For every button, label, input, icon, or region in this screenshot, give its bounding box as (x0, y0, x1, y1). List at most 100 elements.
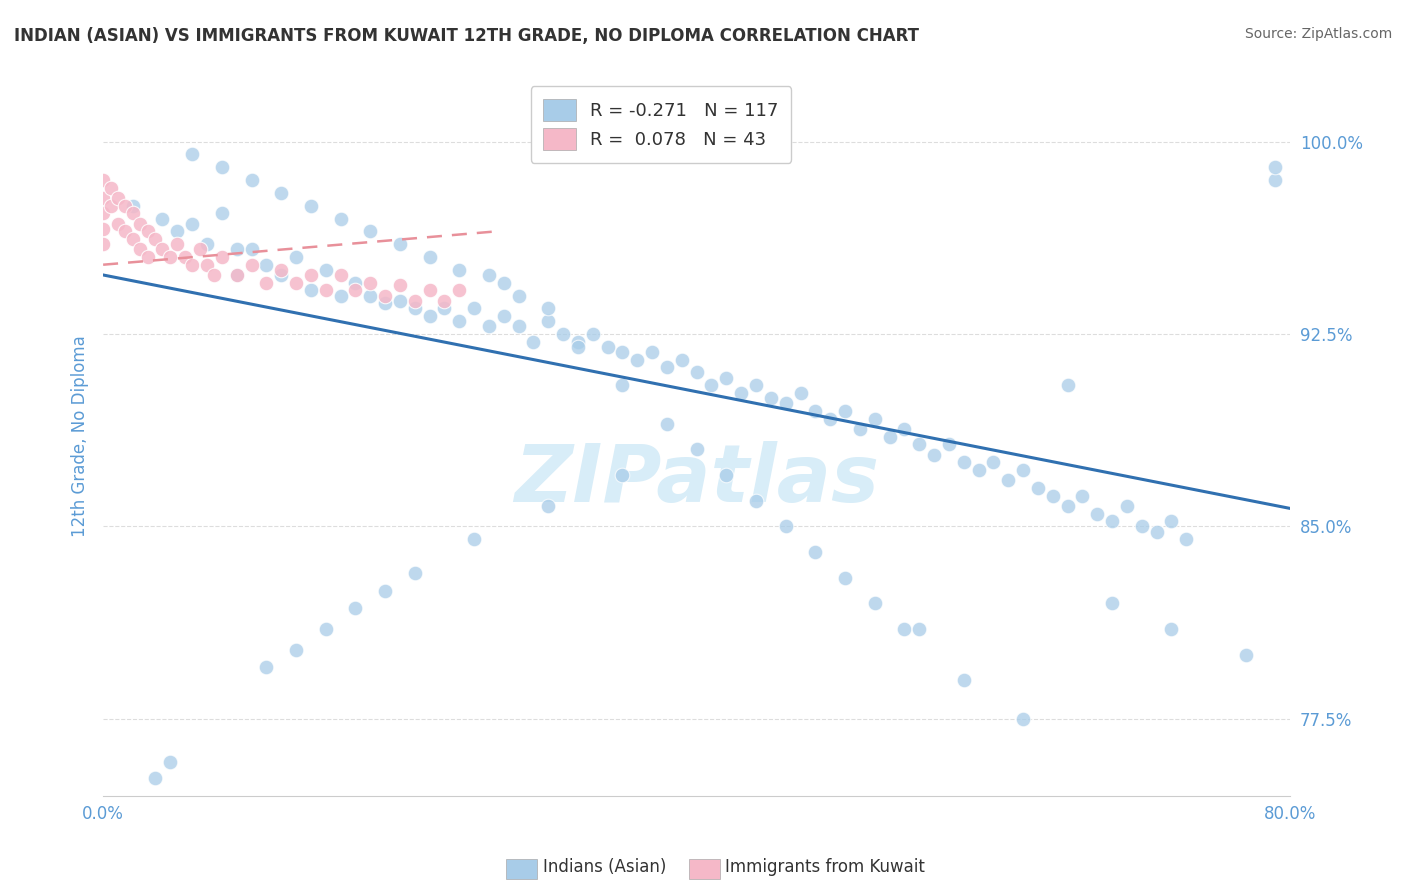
Point (1026, 481, 1049, 495)
Point (240, 258, 263, 272)
Point (1264, 160, 1286, 174)
Point (240, 173, 263, 187)
Point (388, 237, 411, 252)
Point (612, 345, 634, 359)
Point (863, 596, 886, 610)
Point (1234, 648, 1257, 662)
Point (315, 284, 337, 298)
Point (254, 258, 277, 272)
Point (419, 284, 441, 298)
Point (952, 455, 974, 469)
Point (478, 268, 501, 282)
Point (612, 468, 634, 483)
Point (537, 499, 560, 513)
Point (195, 258, 218, 272)
Point (522, 334, 544, 349)
Point (159, 756, 181, 770)
Point (136, 250, 159, 264)
Text: Source: ZipAtlas.com: Source: ZipAtlas.com (1244, 27, 1392, 41)
Point (1012, 712, 1035, 726)
Point (1071, 489, 1094, 503)
Point (329, 211, 352, 226)
Point (315, 622, 337, 636)
Point (1056, 499, 1078, 513)
Point (129, 217, 152, 231)
Point (114, 224, 136, 238)
Point (685, 366, 707, 380)
Point (121, 232, 143, 246)
Point (1056, 378, 1078, 392)
Point (716, 468, 738, 483)
Point (100, 180, 122, 194)
Point (225, 268, 247, 282)
Point (136, 224, 159, 238)
Point (463, 301, 485, 316)
Point (908, 622, 931, 636)
Point (285, 276, 308, 290)
Text: Indians (Asian): Indians (Asian) (543, 858, 666, 876)
Point (100, 199, 122, 213)
Point (567, 340, 589, 354)
Y-axis label: 12th Grade, No Diploma: 12th Grade, No Diploma (72, 335, 89, 538)
Point (152, 211, 174, 226)
Point (107, 191, 129, 205)
Point (159, 250, 181, 264)
Point (492, 309, 515, 323)
Point (211, 206, 233, 220)
Point (1101, 514, 1123, 528)
Point (359, 224, 381, 238)
Point (91, 206, 114, 220)
Point (1264, 173, 1286, 187)
Point (759, 391, 782, 405)
Point (433, 293, 456, 308)
Point (254, 660, 277, 674)
Point (1160, 622, 1182, 636)
Point (195, 237, 218, 252)
Point (433, 301, 456, 316)
Point (1116, 499, 1139, 513)
Point (1101, 596, 1123, 610)
Point (188, 243, 211, 257)
Point (492, 276, 515, 290)
Point (173, 250, 195, 264)
Point (582, 326, 605, 341)
Point (152, 243, 174, 257)
Point (700, 378, 723, 392)
Point (449, 314, 471, 328)
Point (404, 293, 426, 308)
Point (952, 673, 974, 688)
Point (211, 160, 233, 174)
Point (612, 378, 634, 392)
Point (344, 284, 367, 298)
Point (1175, 533, 1198, 547)
Point (908, 437, 931, 451)
Point (938, 437, 960, 451)
Point (404, 301, 426, 316)
Point (254, 276, 277, 290)
Point (655, 417, 678, 431)
Point (114, 199, 136, 213)
Point (91, 191, 114, 205)
Point (91, 222, 114, 236)
Point (374, 296, 396, 310)
Point (508, 288, 530, 302)
Point (329, 268, 352, 282)
Point (997, 473, 1019, 487)
Point (225, 243, 247, 257)
Point (745, 493, 768, 508)
Point (270, 263, 292, 277)
Point (967, 463, 990, 477)
Point (404, 566, 426, 580)
Point (834, 571, 856, 585)
Point (1146, 524, 1168, 539)
Point (299, 268, 322, 282)
Point (804, 404, 827, 418)
Point (374, 583, 396, 598)
Point (789, 386, 811, 401)
Point (685, 442, 707, 457)
Point (671, 352, 693, 367)
Point (745, 378, 768, 392)
Point (388, 278, 411, 293)
Point (121, 206, 143, 220)
Point (775, 396, 797, 410)
